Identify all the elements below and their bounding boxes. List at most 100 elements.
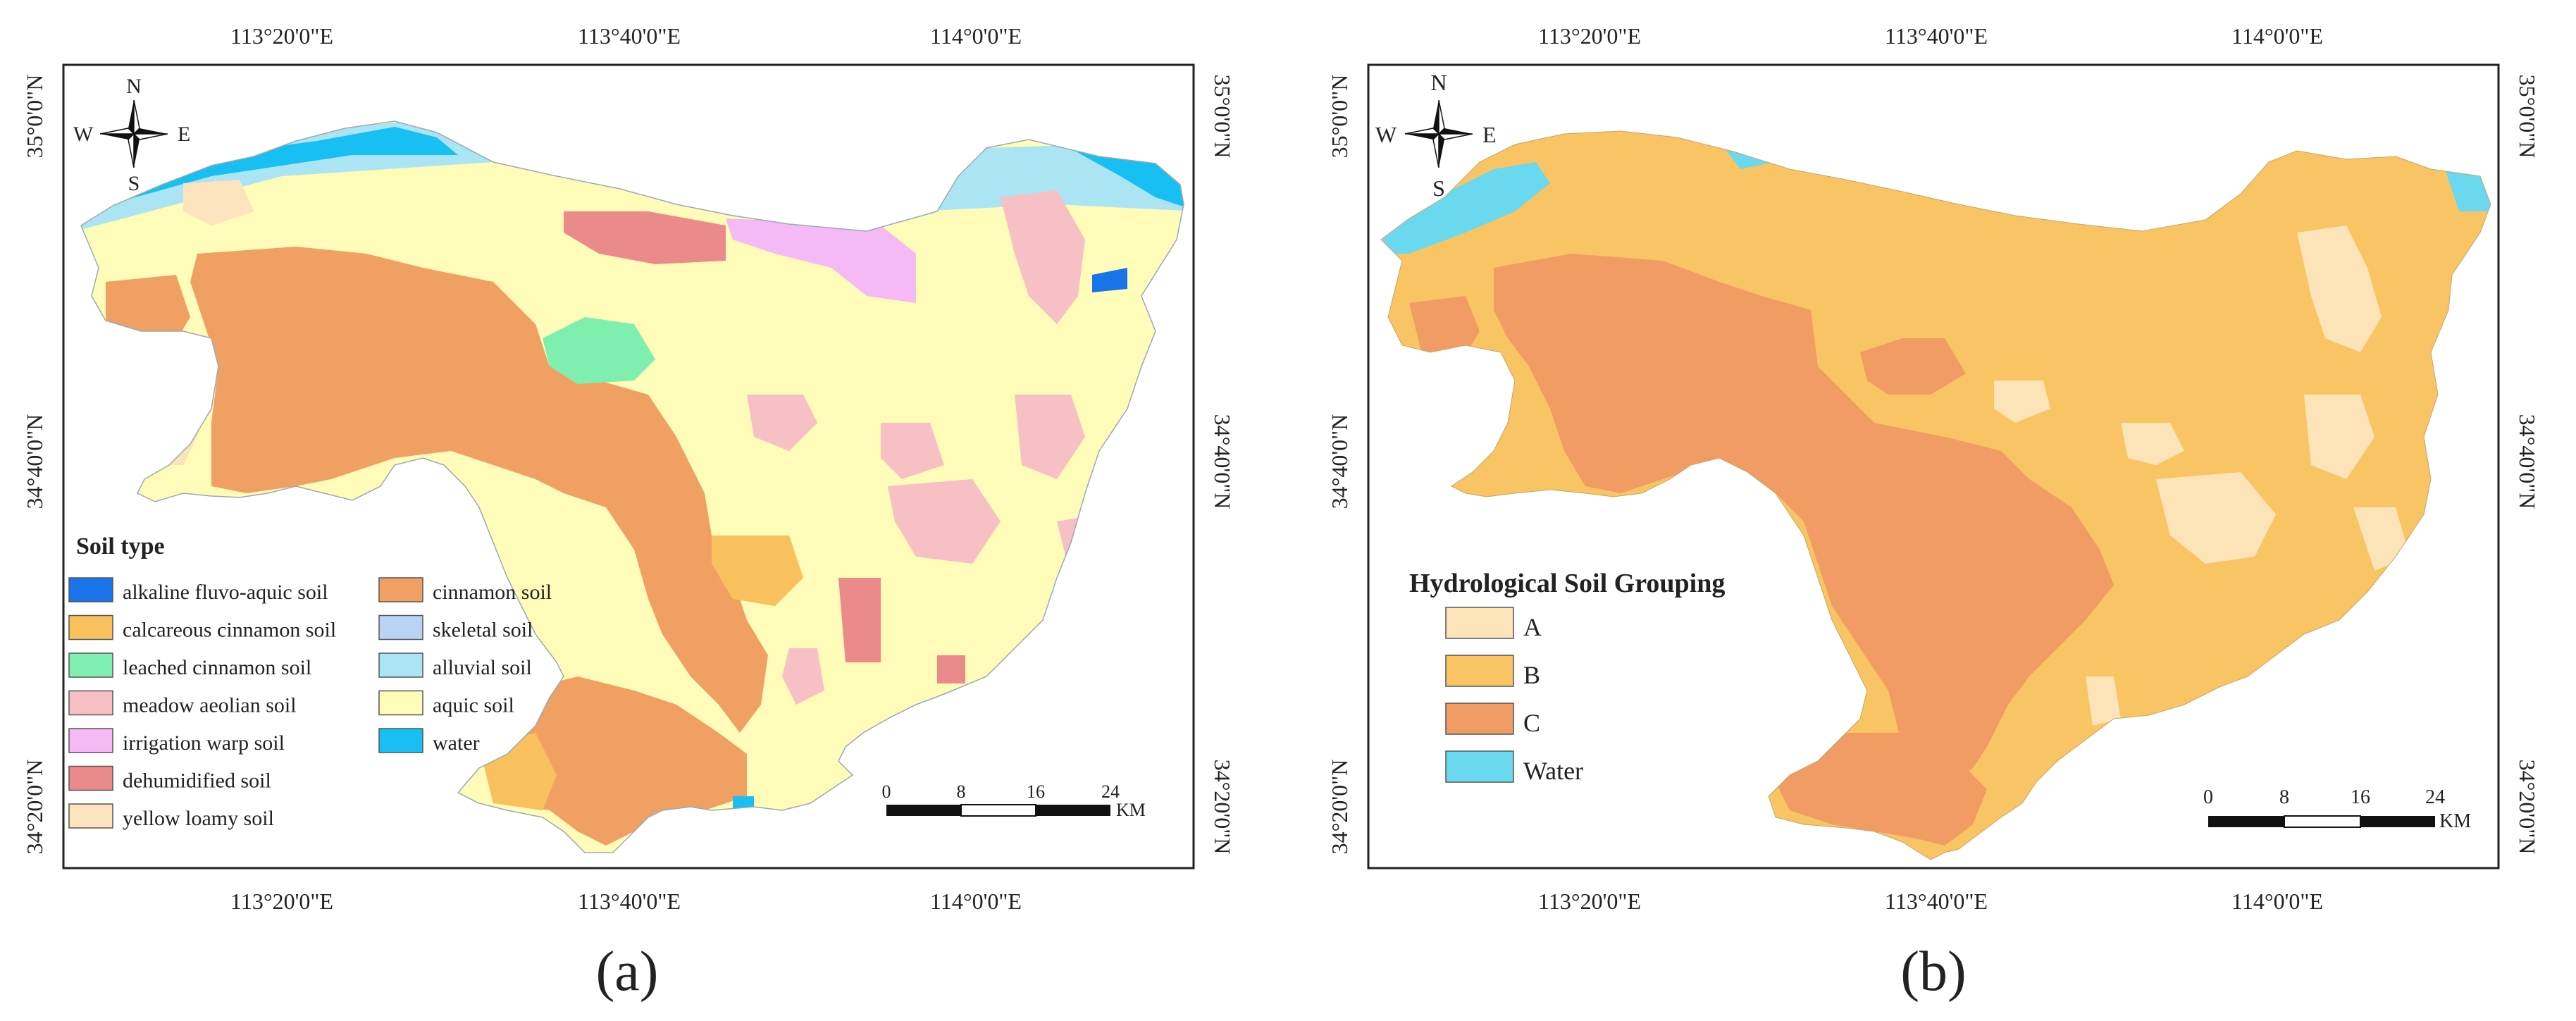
legend-label: B <box>1523 661 1540 689</box>
compass-icon <box>99 99 168 168</box>
group-a-4 <box>2156 472 2276 564</box>
water-region-east <box>2445 169 2491 211</box>
compass-north: N <box>1430 70 1447 95</box>
meadow-aeolian-soil-6 <box>782 648 824 705</box>
lon-label-top: 113°40'0"E <box>578 23 681 49</box>
lon-label-top: 114°0'0"E <box>2231 23 2323 49</box>
legend-swatch <box>1445 607 1514 639</box>
lat-label-left: 34°40'0"N <box>1327 414 1352 509</box>
scale-bar-b <box>2208 815 2435 828</box>
lon-label-top: 113°40'0"E <box>1885 23 1988 49</box>
leached-cinnamon-region <box>543 317 655 384</box>
group-c-north <box>1860 338 1966 395</box>
legend-label: dehumidified soil <box>123 769 271 793</box>
compass-north: N <box>126 75 142 98</box>
legend-label: calcareous cinnamon soil <box>123 619 336 642</box>
lat-label-right: 35°0'0"N <box>1210 75 1235 159</box>
lat-label-left: 35°0'0"N <box>1327 75 1352 159</box>
panel-b: 113°20'0"E 113°40'0"E 114°0'0"E 113°20'0… <box>1327 23 2540 1003</box>
lat-label-right: 34°40'0"N <box>1210 414 1235 509</box>
scale-unit: KM <box>1116 800 1146 820</box>
legend-swatch <box>378 652 423 678</box>
meadow-aeolian-soil-3 <box>881 423 944 479</box>
legend-label: alluvial soil <box>433 656 532 679</box>
dehumidified-soil-east-2 <box>937 655 965 683</box>
legend-label: skeletal soil <box>433 619 533 642</box>
panel-label-a: (a) <box>596 941 659 1003</box>
legend-title: Hydrological Soil Grouping <box>1409 569 1725 598</box>
legend-swatch <box>378 577 423 602</box>
lon-label-bottom: 113°20'0"E <box>230 889 333 914</box>
compass-west: W <box>73 123 94 146</box>
lat-label-right: 35°0'0"N <box>2515 75 2540 159</box>
legend-label: Water <box>1523 757 1583 785</box>
meadow-aeolian-soil-2 <box>747 395 817 451</box>
calcareous-cinnamon-central <box>712 536 803 606</box>
group-a-6 <box>2086 676 2121 726</box>
lon-label-bottom: 113°40'0"E <box>578 889 681 914</box>
lat-label-right: 34°40'0"N <box>2515 414 2540 509</box>
dehumidified-soil-east <box>838 578 881 662</box>
legend-swatch <box>68 690 113 716</box>
compass-west: W <box>1375 122 1397 147</box>
scale-unit: KM <box>2439 810 2471 832</box>
lat-label-right: 34°20'0"N <box>1210 760 1235 855</box>
legend-swatch <box>68 614 113 641</box>
scale-tick: 16 <box>2351 786 2370 808</box>
lon-label-top: 114°0'0"E <box>930 23 1022 49</box>
irrigation-warp-soil-region <box>726 218 916 303</box>
group-a-1 <box>2297 225 2382 352</box>
legend-b: ABC Water <box>1445 607 1583 785</box>
legend-label: alkaline fluvo-aquic soil <box>123 581 328 604</box>
group-a-2 <box>1994 380 2050 423</box>
legend-swatch <box>378 614 423 641</box>
scale-bar-a <box>886 804 1110 817</box>
legend-swatch <box>68 577 113 602</box>
meadow-aeolian-soil-5 <box>1015 395 1085 479</box>
compass-south: S <box>128 172 140 195</box>
scale-tick: 24 <box>2425 786 2445 808</box>
legend-label: water <box>433 731 480 755</box>
compass-icon <box>1404 99 1473 168</box>
group-a-3 <box>2121 423 2184 465</box>
lat-label-left: 34°40'0"N <box>22 414 47 509</box>
dehumidified-soil-north <box>564 211 726 264</box>
lat-label-left: 34°20'0"N <box>1327 760 1352 855</box>
group-a-5 <box>2304 395 2374 479</box>
meadow-aeolian-soil-1 <box>1001 190 1085 324</box>
scale-tick: 0 <box>2203 786 2213 808</box>
legend-swatch <box>68 765 113 791</box>
scale-tick: 16 <box>1027 781 1045 802</box>
legend-label: cinnamon soil <box>433 581 552 604</box>
cinnamon-soil-south <box>493 676 747 846</box>
compass-south: S <box>1432 175 1445 201</box>
water-region-north <box>81 127 458 211</box>
legend-swatch <box>1445 655 1514 687</box>
lon-label-bottom: 114°0'0"E <box>2231 889 2323 914</box>
lat-label-left: 35°0'0"N <box>22 75 47 159</box>
legend-label: C <box>1523 709 1540 737</box>
legend-swatch <box>378 690 423 716</box>
meadow-aeolian-soil-4 <box>888 479 1001 564</box>
scale-tick: 24 <box>1101 781 1120 802</box>
legend-swatch <box>1445 750 1514 783</box>
group-c-central <box>1494 254 2114 789</box>
scale-tick: 0 <box>882 781 891 802</box>
legend-label: aquic soil <box>433 694 514 717</box>
scale-tick: 8 <box>957 781 966 802</box>
legend-title: Soil type <box>76 533 165 559</box>
legend-label: yellow loamy soil <box>123 807 274 830</box>
legend-label: meadow aeolian soil <box>123 694 297 717</box>
legend-label: A <box>1523 613 1542 641</box>
group-c-south <box>1776 733 1987 846</box>
legend-swatch <box>68 728 113 753</box>
lon-label-top: 113°20'0"E <box>230 23 333 49</box>
panel-a: 113°20'0"E 113°40'0"E 114°0'0"E 113°20'0… <box>22 23 1235 1003</box>
yellow-loamy-soil-north <box>183 180 254 225</box>
cinnamon-soil-central <box>190 247 768 733</box>
lat-label-right: 34°20'0"N <box>2515 760 2540 855</box>
lon-label-bottom: 113°20'0"E <box>1538 889 1641 914</box>
legend-a: alkaline fluvo-aquic soil calcareous cinn… <box>68 577 552 830</box>
water-region-west <box>1381 162 1550 254</box>
